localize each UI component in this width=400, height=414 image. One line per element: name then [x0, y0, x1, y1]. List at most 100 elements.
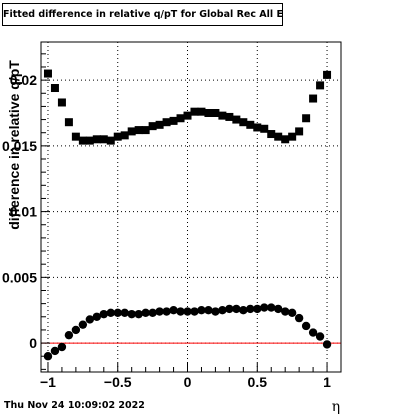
data-point-square [190, 107, 199, 116]
data-point-square [183, 111, 192, 120]
data-point-square [323, 70, 332, 79]
data-point-square [197, 107, 206, 116]
data-point-circle [197, 306, 206, 315]
data-point-square [106, 136, 115, 145]
data-point-square [127, 127, 136, 136]
data-point-circle [99, 309, 108, 319]
data-point-square [71, 132, 80, 141]
y-tick-label: 0 [29, 335, 37, 351]
data-point-square [50, 84, 59, 93]
data-point-circle [260, 303, 269, 312]
data-point-square [85, 136, 94, 145]
data-point-circle [274, 304, 283, 314]
y-tick-label: 0.015 [2, 138, 37, 154]
data-point-circle [301, 321, 311, 331]
y-tick-label: 0.01 [10, 204, 37, 220]
data-point-circle [308, 328, 318, 337]
x-axis-label: η [332, 399, 340, 414]
data-point-square [218, 111, 227, 120]
data-point-square [267, 130, 276, 139]
data-point-circle [246, 304, 255, 314]
timestamp: Thu Nov 24 10:09:02 2022 [4, 400, 145, 411]
data-point-circle [169, 306, 178, 315]
data-point-circle [71, 325, 81, 335]
x-tick-label: 0.5 [248, 374, 268, 390]
tick-layer: −1 −0.5 0 0.5 1 0 0.005 0.01 0.015 0.02 [2, 53, 342, 390]
data-point-square [260, 124, 269, 133]
data-point-square [176, 114, 185, 123]
data-point-circle [287, 308, 297, 318]
data-point-circle [239, 306, 248, 315]
data-point-circle [43, 352, 53, 361]
x-tick-label: −0.5 [104, 374, 132, 390]
y-tick-label: 0.005 [2, 269, 37, 285]
data-point-square [120, 131, 129, 140]
data-point-circle [85, 315, 95, 324]
data-point-circle [176, 307, 185, 316]
data-point-square [232, 115, 241, 124]
y-tick-label: 0.02 [10, 72, 37, 88]
data-point-circle [267, 303, 276, 312]
data-point-circle [162, 307, 171, 316]
data-point-square [64, 118, 73, 127]
x-tick-label: 1 [323, 374, 331, 390]
data-point-circle [50, 346, 60, 356]
data-point-circle [155, 307, 164, 316]
data-point-square [113, 132, 122, 141]
data-point-square [302, 114, 311, 123]
data-point-square [92, 135, 101, 144]
data-point-circle [294, 313, 304, 323]
plot-frame-layer [40, 41, 342, 373]
data-point-square [211, 108, 220, 117]
data-point-square [134, 126, 143, 135]
data-point-square [204, 108, 213, 117]
x-tick-label: −1 [40, 374, 56, 390]
data-point-circle [64, 330, 74, 340]
data-point-square [288, 132, 297, 141]
plot-frame [40, 41, 342, 373]
data-point-square [141, 126, 150, 135]
data-point-square [162, 118, 171, 127]
data-point-square [99, 135, 108, 144]
data-point-circle [232, 304, 241, 314]
data-point-square [316, 81, 325, 90]
data-point-circle [211, 307, 220, 316]
data-point-circle [134, 309, 143, 319]
data-points-layer [43, 69, 332, 361]
data-point-square [57, 98, 66, 107]
data-point-circle [253, 304, 262, 314]
data-point-circle [57, 342, 67, 352]
data-point-circle [92, 312, 102, 321]
data-point-circle [106, 308, 115, 318]
data-point-circle [190, 307, 199, 316]
data-point-circle [225, 304, 234, 314]
data-point-square [295, 127, 304, 136]
data-point-circle [322, 340, 332, 349]
data-point-circle [218, 306, 227, 315]
data-point-square [225, 112, 234, 121]
x-tick-label: 0 [184, 374, 192, 390]
data-point-circle [78, 320, 88, 329]
data-point-circle [315, 332, 325, 341]
data-point-circle [127, 309, 136, 319]
data-point-square [169, 116, 178, 125]
data-point-square [43, 69, 52, 78]
data-point-circle [120, 308, 129, 318]
data-point-circle [204, 306, 213, 315]
data-point-circle [141, 308, 150, 318]
y-axis-label: difference in relative q/pT [6, 60, 22, 230]
data-point-square [78, 136, 87, 145]
data-point-square [309, 94, 318, 103]
data-point-circle [183, 307, 192, 316]
data-point-circle [280, 307, 290, 316]
data-point-circle [113, 308, 122, 318]
data-point-square [246, 120, 255, 129]
data-point-square [148, 122, 157, 131]
chart-title: Fitted difference in relative q/pT for G… [2, 3, 283, 26]
data-point-square [239, 118, 248, 127]
data-point-square [155, 120, 164, 129]
data-point-square [281, 135, 290, 144]
data-point-square [274, 132, 283, 141]
data-point-square [253, 123, 262, 132]
